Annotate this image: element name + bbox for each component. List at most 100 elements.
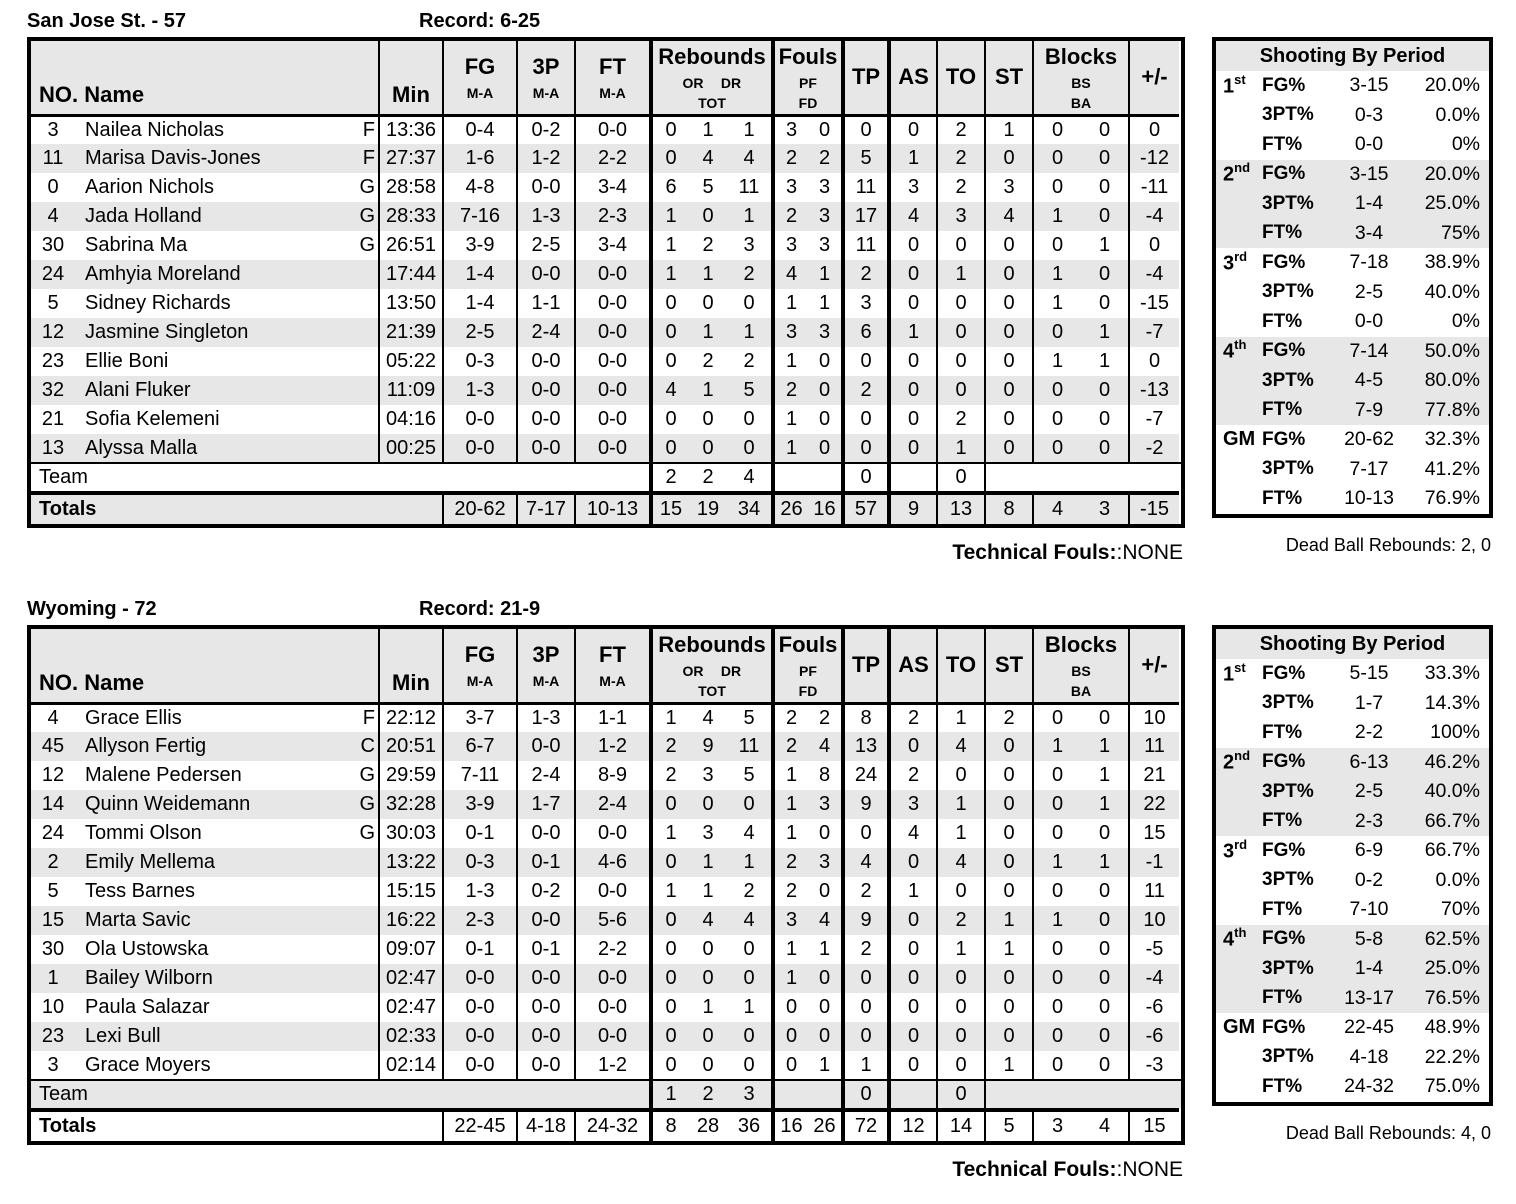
shooting-stat-row: 4th FG% 5-8 62.5% xyxy=(1216,924,1489,954)
period-label: 4th xyxy=(1223,337,1247,364)
player-no: 45 xyxy=(41,735,65,757)
box-score-column: Wyoming - 72 Record: 21-9 NO. Name Min F… xyxy=(27,598,1185,1182)
player-dr: 0 xyxy=(702,1025,714,1047)
player-name: Nailea Nicholas xyxy=(85,118,224,141)
p3-label: 3P xyxy=(532,54,560,80)
ft-ma-label: M-A xyxy=(599,673,626,690)
stat-percentage: 40.0% xyxy=(1424,780,1480,803)
rebounds-sub-labels: OR DR TOT xyxy=(653,661,771,701)
player-dr: 4 xyxy=(702,147,714,169)
stat-percentage: 76.5% xyxy=(1424,986,1480,1009)
player-tp: 2 xyxy=(843,376,891,405)
player-min: 15:15 xyxy=(379,877,444,906)
player-name: Ellie Boni xyxy=(85,350,169,372)
ba-label: BA xyxy=(1070,683,1092,700)
player-p3: 0-0 xyxy=(517,434,576,463)
player-dr: 1 xyxy=(702,263,714,285)
player-bs: 0 xyxy=(1051,408,1064,430)
player-pos xyxy=(353,1022,380,1051)
totals-row: Totals 20-62 7-17 10-13 15 19 34 26 16 5… xyxy=(29,491,1183,526)
player-fg: 3-7 xyxy=(443,703,518,732)
player-p3: 1-1 xyxy=(517,289,576,318)
player-fg: 1-4 xyxy=(443,289,518,318)
stat-label: 3PT% xyxy=(1262,281,1314,303)
player-min: 22:12 xyxy=(379,703,444,732)
stat-label: FT% xyxy=(1262,721,1303,743)
player-pos xyxy=(353,376,380,405)
player-pm: -2 xyxy=(1145,436,1164,459)
player-fd: 0 xyxy=(808,993,845,1022)
player-bs: 0 xyxy=(1051,1025,1064,1047)
player-dr: 3 xyxy=(702,822,714,844)
fouls-label: Fouls xyxy=(778,632,838,658)
totals-row: Totals 22-45 4-18 24-32 8 28 36 16 26 72… xyxy=(29,1108,1183,1143)
shooting-column: Shooting By Period 1st FG% 3-15 20.0% 3PT% 0-… xyxy=(1212,10,1493,556)
player-ba: 0 xyxy=(1081,993,1130,1022)
player-pos: F xyxy=(353,115,380,144)
player-st: 1 xyxy=(985,906,1034,935)
table-header-row: NO. Name Min FG M-A 3P M-A FT M-A Rebounds O… xyxy=(29,627,1183,705)
col-header-to: TO xyxy=(937,39,986,117)
period-label: 2nd xyxy=(1223,160,1251,187)
shooting-by-period-panel: Shooting By Period 1st FG% 3-15 20.0% 3PT% 0-… xyxy=(1212,37,1493,518)
player-no: 13 xyxy=(41,436,65,459)
player-to: 0 xyxy=(937,289,986,318)
player-no: 12 xyxy=(41,321,65,343)
player-pf: 4 xyxy=(785,263,798,285)
player-tp: 0 xyxy=(843,1022,891,1051)
player-st: 1 xyxy=(985,1051,1034,1080)
player-fg: 7-16 xyxy=(443,202,518,231)
player-st: 0 xyxy=(985,1022,1034,1051)
player-no: 4 xyxy=(47,205,59,227)
player-fd: 4 xyxy=(808,732,845,761)
player-tot: 1 xyxy=(727,993,775,1022)
player-pos xyxy=(353,260,380,289)
player-pf: 1 xyxy=(785,764,798,786)
player-pm: -15 xyxy=(1140,292,1169,314)
totals-tot: 34 xyxy=(727,491,775,526)
stat-made-attempted: 0-2 xyxy=(1354,868,1384,891)
stat-percentage: 0.0% xyxy=(1435,103,1480,126)
player-tot: 2 xyxy=(727,260,775,289)
player-as: 2 xyxy=(889,703,938,732)
team-to: 0 xyxy=(937,462,986,493)
player-ft: 2-4 xyxy=(575,790,653,819)
stat-percentage: 46.2% xyxy=(1424,750,1480,773)
stat-percentage: 25.0% xyxy=(1424,192,1480,215)
player-row: 3 Grace Moyers 02:14 0-0 0-0 1-2 0 0 0 0 1 1 0 0 1 0 0 -3 xyxy=(29,1051,1183,1080)
player-as: 1 xyxy=(889,318,938,347)
player-fd: 8 xyxy=(808,761,845,790)
col-header-ft: FT M-A xyxy=(575,627,653,705)
stat-label: 3PT% xyxy=(1262,192,1314,214)
player-st: 0 xyxy=(985,231,1034,260)
player-ft: 2-3 xyxy=(575,202,653,231)
player-ft: 0-0 xyxy=(575,405,653,434)
player-pos: G xyxy=(353,790,380,819)
player-pm: -6 xyxy=(1145,996,1164,1018)
player-tp: 2 xyxy=(843,260,891,289)
player-ft: 0-0 xyxy=(575,819,653,848)
team-record: Record: 21-9 xyxy=(419,598,541,620)
player-to: 0 xyxy=(937,993,986,1022)
totals-pf: 26 xyxy=(773,491,808,526)
stat-percentage: 20.0% xyxy=(1424,162,1480,185)
player-pf: 0 xyxy=(785,1025,798,1047)
player-ba: 0 xyxy=(1081,1051,1130,1080)
player-pm: 10 xyxy=(1143,909,1166,931)
player-ft: 0-0 xyxy=(575,1022,653,1051)
player-name: Ola Ustowska xyxy=(85,938,209,960)
player-fg: 6-7 xyxy=(443,732,518,761)
player-to: 0 xyxy=(937,877,986,906)
player-dr: 1 xyxy=(702,321,714,343)
team-row-label: Team xyxy=(29,462,653,493)
player-or: 0 xyxy=(665,851,677,873)
player-row: 5 Tess Barnes 15:15 1-3 0-2 0-0 1 1 2 2 0 2 1 0 0 0 0 11 xyxy=(29,877,1183,906)
totals-tp: 72 xyxy=(843,1108,891,1143)
stat-label: FT% xyxy=(1262,810,1303,832)
player-fd: 1 xyxy=(808,260,845,289)
shooting-stat-row: FT% 2-2 100% xyxy=(1216,718,1489,748)
col-header-fouls: Fouls PF FD xyxy=(773,39,845,117)
stat-made-attempted: 6-13 xyxy=(1349,750,1389,773)
period-label: 2nd xyxy=(1223,748,1251,775)
totals-fg: 20-62 xyxy=(443,491,518,526)
